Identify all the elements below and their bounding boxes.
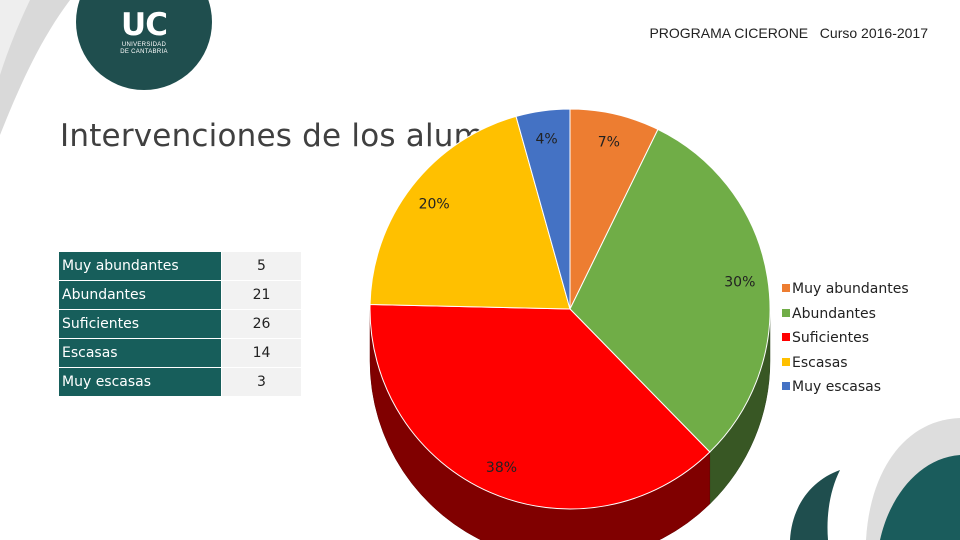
pie-slice-muy-escasas <box>515 108 571 310</box>
legend-swatch <box>782 357 790 366</box>
table-row: Muy abundantes 5 <box>58 251 302 281</box>
pie-label-abundantes: 30% <box>724 275 755 291</box>
legend-label: Muy abundantes <box>792 281 909 297</box>
pie-slice-escasas <box>369 115 571 310</box>
legend-item: Escasas <box>782 354 909 379</box>
table-row: Escasas 14 <box>58 338 302 368</box>
legend-item: Suficientes <box>782 329 909 354</box>
pie-label-muy-escasas: 4% <box>535 132 557 148</box>
pie-slice-abundantes <box>569 128 771 453</box>
chart-legend: Muy abundantes Abundantes Suficientes Escas… <box>782 280 909 403</box>
bottom-right-swoosh-teal <box>880 455 960 540</box>
pie-label-suficientes: 38% <box>486 460 517 476</box>
program-header: PROGRAMA CICERONE Curso 2016-2017 <box>649 25 928 41</box>
logo-circle <box>76 0 212 90</box>
row-value: 5 <box>221 251 302 281</box>
bottom-right-swoosh-dark <box>790 470 840 540</box>
table-row: Muy escasas 3 <box>58 367 302 397</box>
row-label: Muy abundantes <box>58 251 222 281</box>
row-label: Escasas <box>58 338 222 368</box>
table-row: Suficientes 26 <box>58 309 302 339</box>
legend-label: Muy escasas <box>792 379 882 395</box>
legend-swatch <box>782 333 790 341</box>
data-table: Muy abundantes 5 Abundantes 21 Suficient… <box>58 251 302 397</box>
legend-swatch <box>782 382 790 390</box>
legend-swatch <box>782 308 790 317</box>
pie-label-muy-abundantes: 7% <box>598 134 620 150</box>
table-row: Abundantes 21 <box>58 280 302 310</box>
row-value: 26 <box>221 309 302 339</box>
logo-subtitle-line-1: UNIVERSIDAD <box>121 42 167 48</box>
pie-slice-suficientes <box>369 303 711 510</box>
university-logo: UC UNIVERSIDAD DE CANTABRIA <box>94 0 194 78</box>
row-value: 3 <box>221 367 302 397</box>
row-label: Suficientes <box>58 309 222 339</box>
legend-item: Muy abundantes <box>782 280 909 305</box>
row-value: 21 <box>221 280 302 310</box>
legend-swatch <box>782 284 790 292</box>
logo-mark: UC <box>121 7 168 43</box>
legend-item: Abundantes <box>782 305 909 330</box>
row-label: Abundantes <box>58 280 222 310</box>
legend-label: Escasas <box>792 354 848 371</box>
row-label: Muy escasas <box>58 367 222 397</box>
row-value: 14 <box>221 338 302 368</box>
legend-label: Suficientes <box>792 330 870 346</box>
logo-subtitle-line-2: DE CANTABRIA <box>120 49 168 55</box>
legend-item: Muy escasas <box>782 378 909 403</box>
legend-label: Abundantes <box>792 305 876 322</box>
top-left-swoosh <box>0 0 70 135</box>
pie-label-escasas: 20% <box>419 197 450 213</box>
top-left-swoosh-accent <box>0 0 30 75</box>
